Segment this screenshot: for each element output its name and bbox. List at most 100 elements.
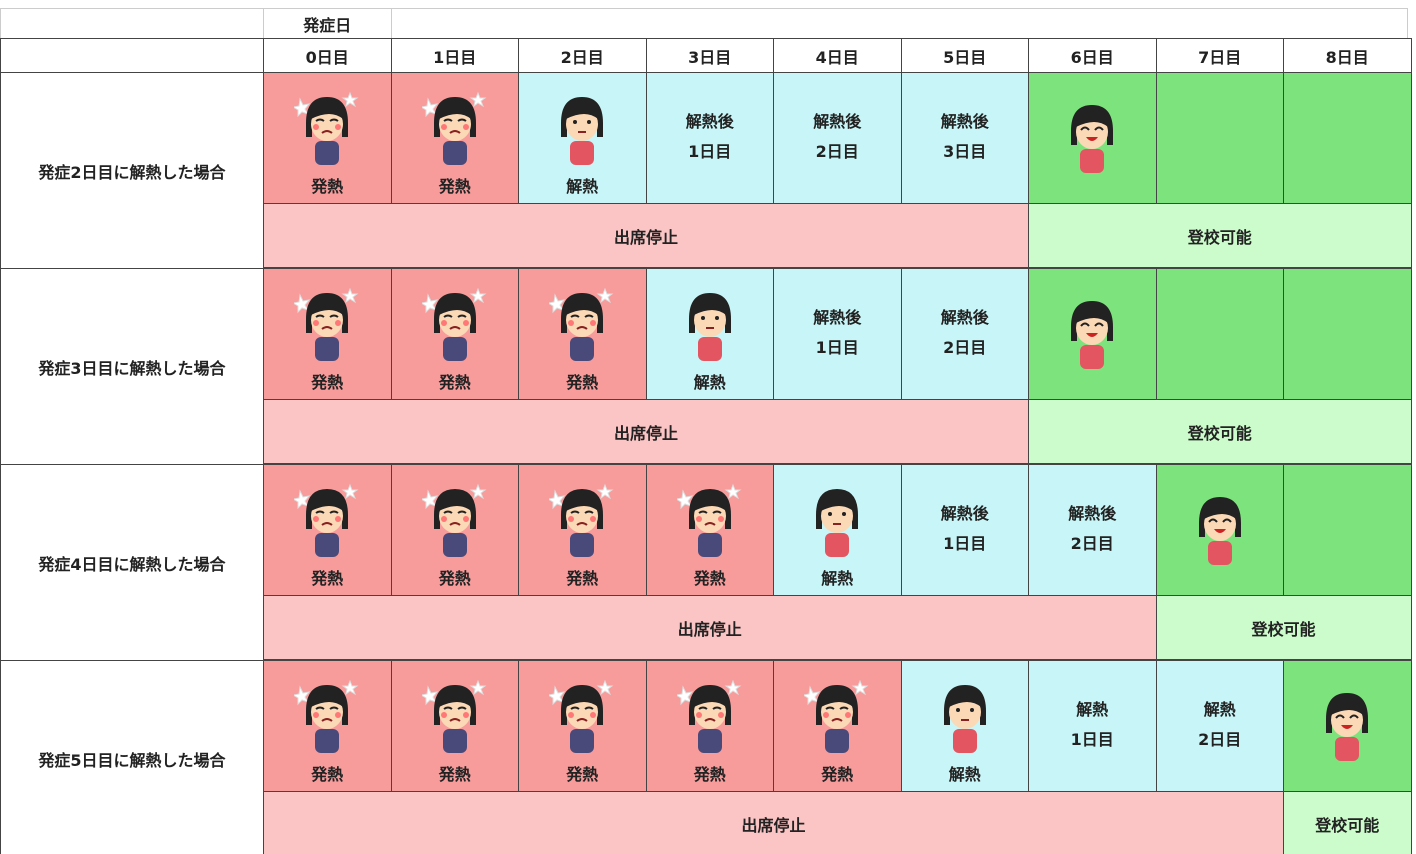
cell-text: 発熱 — [311, 765, 344, 784]
cell-text: 2日目 — [815, 142, 859, 161]
day-cell — [1283, 268, 1412, 400]
cell-text: 解熱 — [1203, 700, 1236, 719]
day-cell — [1155, 464, 1284, 596]
person-icon — [932, 677, 998, 757]
day-header: 6日目 — [1028, 38, 1157, 73]
row-label: 発症5日目に解熱した場合 — [0, 660, 264, 854]
cell-text: 発熱 — [438, 177, 471, 196]
day-cell: 発熱 — [645, 660, 774, 792]
person-icon — [291, 481, 360, 561]
person-icon — [419, 89, 488, 169]
day-cell: 発熱 — [645, 464, 774, 596]
person-icon — [546, 481, 615, 561]
cell-text-block: 解熱後 3日目 — [902, 107, 1029, 167]
status-band: 登校可能 — [1028, 203, 1412, 268]
day-cell: 発熱 — [390, 464, 519, 596]
cell-text: 発熱 — [566, 373, 599, 392]
day-cell: 発熱 — [518, 464, 647, 596]
cell-text: 1日目 — [1070, 730, 1114, 749]
row-label: 発症2日目に解熱した場合 — [0, 72, 264, 269]
cell-text-block: 解熱後 1日目 — [647, 107, 774, 167]
cell-text-block: 解熱後 1日目 — [902, 499, 1029, 559]
cell-text: 解熱後 — [685, 112, 734, 131]
day-cell — [1028, 72, 1157, 204]
day-cell: 解熱後 1日目 — [645, 72, 774, 204]
cell-text: 解熱 — [1076, 700, 1109, 719]
person-icon — [419, 481, 488, 561]
day-cell: 解熱後 1日目 — [900, 464, 1029, 596]
status-band: 出席停止 — [263, 791, 1284, 854]
day-cell: 発熱 — [390, 268, 519, 400]
row-label: 発症4日目に解熱した場合 — [0, 464, 264, 661]
day-cell: 発熱 — [518, 660, 647, 792]
day-cell: 解熱 — [900, 660, 1029, 792]
cell-text: 解熱後 — [1068, 504, 1117, 523]
cell-text: 解熱 — [566, 177, 599, 196]
day-header: 4日目 — [773, 38, 902, 73]
person-icon — [801, 677, 870, 757]
day-header: 2日目 — [518, 38, 647, 73]
header-row — [263, 8, 1408, 39]
day-cell: 解熱後 2日目 — [773, 72, 902, 204]
status-band: 出席停止 — [263, 399, 1029, 464]
cell-text-block: 解熱後 2日目 — [1029, 499, 1156, 559]
cell-text-block: 解熱 2日目 — [1157, 695, 1284, 755]
cell-text-block: 解熱 1日目 — [1029, 695, 1156, 755]
header-blank — [0, 38, 264, 73]
cell-text: 発熱 — [438, 373, 471, 392]
cell-text: 2日目 — [1070, 534, 1114, 553]
day-cell: 解熱 1日目 — [1028, 660, 1157, 792]
day-header: 1日目 — [390, 38, 519, 73]
person-icon — [291, 89, 360, 169]
cell-text: 2日目 — [943, 338, 987, 357]
cell-text: 解熱後 — [940, 308, 989, 327]
day-cell: 発熱 — [263, 660, 392, 792]
day-cell — [1028, 268, 1157, 400]
day-cell: 解熱後 2日目 — [1028, 464, 1157, 596]
person-icon — [1187, 489, 1253, 569]
cell-text: 解熱後 — [940, 112, 989, 131]
cell-text: 発熱 — [566, 569, 599, 588]
day-header: 3日目 — [645, 38, 774, 73]
day-cell — [1283, 72, 1412, 204]
person-icon — [549, 89, 615, 169]
day-cell: 発熱 — [518, 268, 647, 400]
person-icon — [1059, 97, 1125, 177]
person-icon — [419, 677, 488, 757]
status-band: 出席停止 — [263, 595, 1157, 660]
cell-text: 発熱 — [311, 569, 344, 588]
cell-text: 発熱 — [311, 373, 344, 392]
day-cell — [1155, 268, 1284, 400]
cell-text: 発熱 — [821, 765, 854, 784]
header-blank — [0, 8, 264, 39]
cell-text: 発熱 — [566, 765, 599, 784]
person-icon — [291, 285, 360, 365]
day-cell: 発熱 — [263, 72, 392, 204]
day-cell: 発熱 — [263, 464, 392, 596]
status-band: 出席停止 — [263, 203, 1029, 268]
day-cell: 発熱 — [263, 268, 392, 400]
day-cell: 解熱後 2日目 — [900, 268, 1029, 400]
status-band: 登校可能 — [1155, 595, 1412, 660]
person-icon — [674, 481, 743, 561]
day-cell — [1283, 464, 1412, 596]
day-cell: 解熱 — [773, 464, 902, 596]
cell-text: 解熱後 — [940, 504, 989, 523]
row-label: 発症3日目に解熱した場合 — [0, 268, 264, 465]
day-cell — [1283, 660, 1412, 792]
cell-text: 解熱 — [693, 373, 726, 392]
day-cell — [1155, 72, 1284, 204]
day-header: 5日目 — [900, 38, 1029, 73]
person-icon — [546, 677, 615, 757]
cell-text-block: 解熱後 2日目 — [774, 107, 901, 167]
cell-text: 発熱 — [693, 765, 726, 784]
day-cell: 解熱後 1日目 — [773, 268, 902, 400]
cell-text: 1日目 — [815, 338, 859, 357]
cell-text: 解熱 — [821, 569, 854, 588]
cell-text: 発熱 — [311, 177, 344, 196]
cell-text: 解熱後 — [813, 308, 862, 327]
day-cell: 発熱 — [773, 660, 902, 792]
day-header: 0日目 — [263, 38, 392, 73]
cell-text: 2日目 — [1198, 730, 1242, 749]
